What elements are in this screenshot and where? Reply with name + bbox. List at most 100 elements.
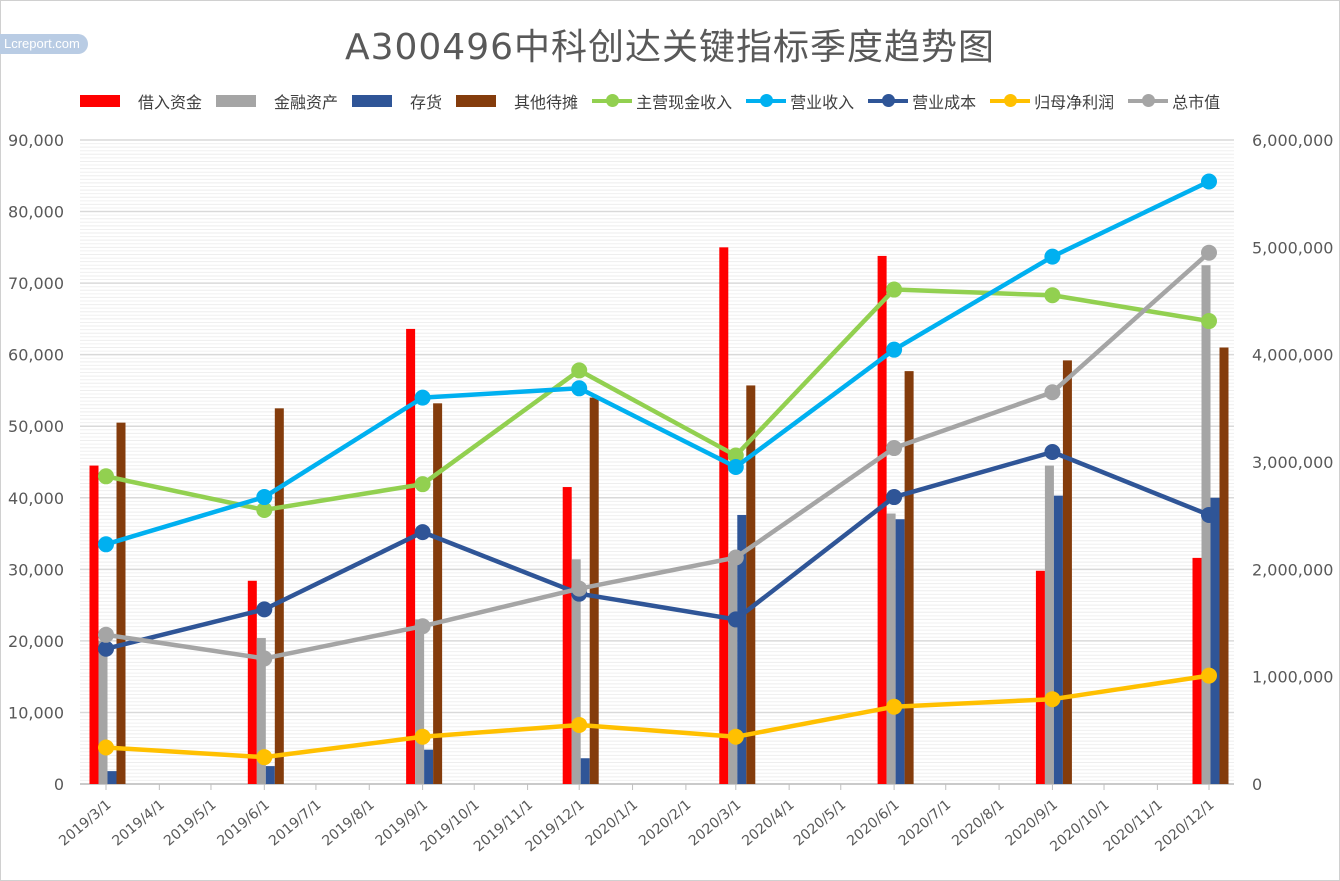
bar [562, 487, 572, 784]
data-point [727, 728, 744, 745]
bar [1210, 497, 1220, 784]
data-point [1044, 287, 1061, 304]
bar [589, 397, 599, 784]
x-tick-label: 2020/4/1 [739, 797, 797, 850]
data-point [256, 650, 273, 667]
series-line [103, 287, 1212, 513]
data-point [256, 601, 273, 618]
bar [256, 638, 266, 784]
data-point [98, 468, 114, 485]
data-point [98, 640, 114, 657]
legend-item: 借入资金 [80, 89, 202, 113]
y-left-tick-label: 50,000 [8, 417, 64, 436]
y-right-tick-label: 0 [1252, 775, 1262, 794]
bar [886, 513, 896, 784]
data-point [886, 440, 903, 457]
data-point [1201, 173, 1217, 190]
bar [1219, 347, 1229, 784]
legend-label: 营业收入 [790, 93, 855, 112]
y-right-tick-label: 5,000,000 [1252, 238, 1333, 257]
legend-swatch [80, 95, 120, 107]
data-point [571, 380, 588, 397]
legend-item: 主营现金收入 [592, 89, 732, 113]
bar [737, 514, 747, 784]
legend-label: 存货 [410, 93, 443, 112]
x-tick-label: 2020/7/1 [896, 797, 954, 850]
legend-label: 归母净利润 [1034, 93, 1115, 112]
x-tick-label: 2020/2/1 [636, 797, 694, 850]
legend-label: 主营现金收入 [636, 93, 733, 112]
data-point [1201, 244, 1217, 261]
x-tick-label: 2019/8/1 [319, 797, 377, 850]
data-point [1044, 384, 1061, 401]
data-point [727, 611, 744, 628]
bar [98, 640, 108, 784]
legend-label: 借入资金 [138, 93, 203, 112]
bar [247, 580, 257, 784]
series-line [103, 449, 1212, 652]
y-left-tick-label: 90,000 [8, 131, 64, 150]
chart-legend: 借入资金 金融资产 存货 其他待摊 主营现金收入 营业收入 营业成本 归母净利润 总市值 [80, 88, 1234, 114]
y-right-tick-label: 2,000,000 [1252, 560, 1333, 579]
legend-swatch [352, 95, 393, 107]
x-tick-label: 2020/8/1 [949, 797, 1007, 850]
data-point [414, 618, 431, 635]
bar [719, 247, 729, 785]
bar [728, 562, 738, 784]
legend-swatch [456, 95, 497, 107]
legend-item: 营业成本 [868, 89, 976, 113]
data-point [571, 580, 588, 597]
bar [116, 422, 126, 784]
x-tick-label: 2020/1/1 [583, 797, 641, 850]
data-point [414, 476, 431, 493]
y-left-tick-label: 20,000 [8, 632, 64, 651]
bar [746, 385, 756, 784]
series-line [103, 673, 1212, 760]
legend-item: 营业收入 [746, 89, 854, 113]
bar [904, 371, 914, 784]
bar [274, 408, 284, 784]
data-point [256, 489, 273, 506]
bar [424, 749, 434, 784]
legend-swatch [592, 94, 633, 108]
data-point [414, 524, 431, 541]
y-right-tick-label: 4,000,000 [1252, 346, 1333, 365]
bar [433, 403, 443, 784]
bar [895, 519, 905, 784]
bar [1192, 557, 1202, 784]
bar [415, 619, 425, 784]
bar [1044, 465, 1054, 784]
data-point [571, 716, 588, 733]
legend-label: 金融资产 [274, 93, 339, 112]
data-point [1201, 506, 1217, 523]
y-left-tick-label: 0 [54, 775, 64, 794]
data-point [886, 341, 903, 358]
bar [406, 328, 416, 784]
bar [580, 758, 590, 784]
data-point [727, 447, 744, 464]
data-point [1044, 443, 1061, 460]
bar [571, 559, 581, 784]
legend-swatch [216, 95, 257, 107]
data-point [886, 698, 903, 715]
data-point [1044, 691, 1061, 708]
x-tick-label: 2019/6/1 [214, 797, 272, 850]
x-tick-label: 2020/3/1 [686, 797, 744, 850]
data-point [886, 489, 903, 506]
legend-item: 归母净利润 [990, 89, 1114, 113]
bar [1201, 265, 1211, 784]
legend-item: 其他待摊 [456, 89, 578, 113]
y-left-tick-label: 40,000 [8, 489, 64, 508]
legend-item: 存货 [352, 89, 442, 113]
legend-swatch [868, 94, 909, 108]
legend-swatch [1128, 94, 1169, 108]
y-left-tick-label: 30,000 [8, 560, 64, 579]
legend-item: 总市值 [1128, 89, 1220, 113]
y-right-tick-label: 1,000,000 [1252, 668, 1333, 687]
legend-label: 其他待摊 [514, 93, 579, 112]
data-point [414, 389, 431, 406]
bar [877, 255, 887, 785]
legend-swatch [990, 94, 1031, 108]
data-point [1201, 667, 1217, 684]
